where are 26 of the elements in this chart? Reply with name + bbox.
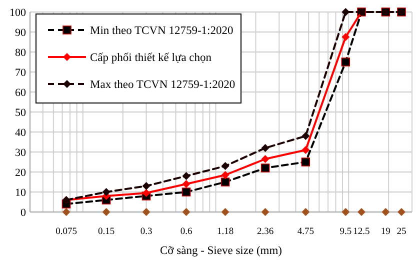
x-tick-label: 9.5 — [340, 227, 352, 237]
y-tick-label: 20 — [15, 167, 26, 179]
y-tick-label: 80 — [15, 47, 26, 59]
legend-label: Max theo TCVN 12759-1:2020 — [90, 79, 236, 91]
x-tick-label: 19 — [380, 227, 391, 237]
y-tick-label: 40 — [15, 127, 26, 139]
legend-label: Min theo TCVN 12759-1:2020 — [90, 25, 234, 37]
x-tick-label: 2.36 — [256, 227, 274, 237]
y-tick-label: 90 — [15, 27, 26, 39]
x-tick-label: 0.6 — [180, 227, 192, 237]
x-tick-label: 12.5 — [353, 227, 370, 237]
y-tick-label: 50 — [15, 107, 26, 119]
y-tick-label: 10 — [15, 187, 26, 199]
y-tick-label: 70 — [15, 67, 26, 79]
x-tick-label: 0.15 — [98, 227, 115, 237]
x-tick-label: 4.75 — [297, 227, 314, 237]
y-tick-label: 100 — [10, 7, 26, 19]
y-tick-label: 0 — [20, 207, 26, 219]
x-tick-label: 0.3 — [140, 227, 152, 237]
x-tick-label: 25 — [396, 227, 406, 237]
x-tick-label: 0.075 — [56, 227, 78, 237]
legend-label: Cấp phối thiết kế lựa chọn — [90, 52, 212, 64]
x-axis-title: Cỡ sàng - Sieve size (mm) — [160, 245, 282, 257]
y-tick-label: 60 — [15, 87, 26, 99]
y-tick-label: 30 — [15, 147, 26, 159]
x-tick-label: 1.18 — [216, 227, 234, 237]
